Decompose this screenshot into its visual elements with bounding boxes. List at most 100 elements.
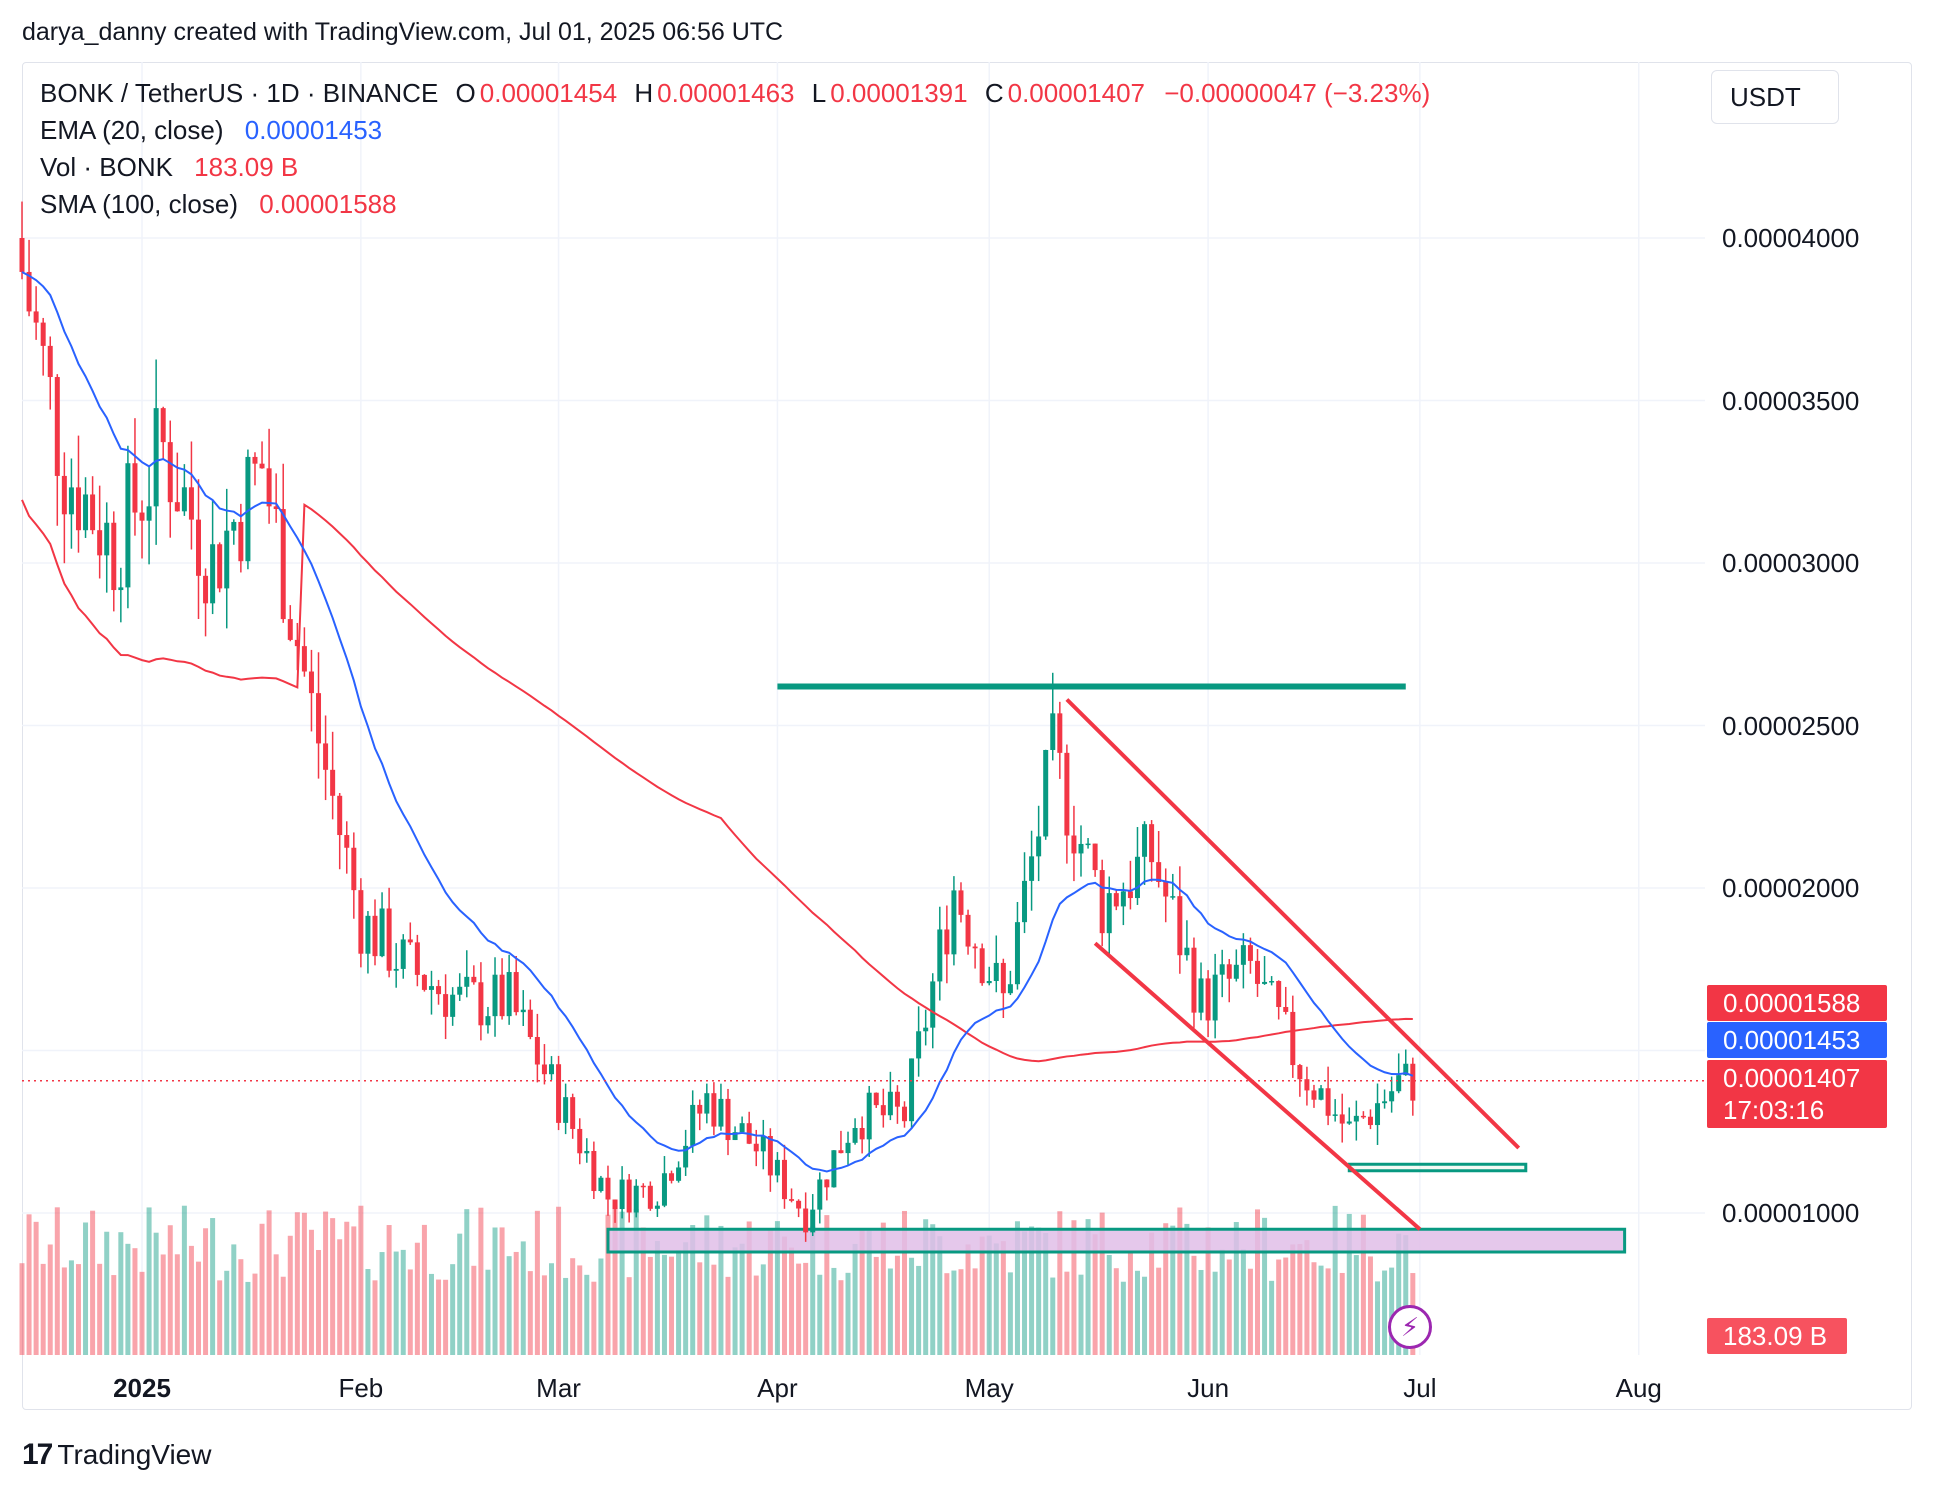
candle-body — [358, 890, 364, 954]
lightning-icon[interactable]: ⚡ — [1388, 1305, 1432, 1349]
volume-bar — [1163, 1223, 1169, 1355]
volume-bar — [937, 1236, 943, 1355]
volume-bar — [330, 1218, 336, 1355]
candle-body — [428, 986, 434, 990]
volume-bar — [1071, 1220, 1077, 1355]
volume-bar — [1099, 1212, 1105, 1355]
candle-body — [1403, 1063, 1409, 1076]
x-tick-label: May — [964, 1373, 1014, 1403]
volume-bar — [958, 1269, 964, 1355]
candle-body — [626, 1179, 632, 1213]
volume-bar — [393, 1251, 399, 1355]
volume-bar — [1297, 1244, 1303, 1355]
candle-body — [231, 521, 237, 531]
volume-bar — [485, 1269, 491, 1355]
candle-body — [923, 1027, 929, 1032]
chart-grid — [22, 62, 1705, 1355]
candle-body — [280, 509, 286, 620]
volume-bar — [563, 1277, 569, 1355]
candle-body — [894, 1091, 900, 1107]
volume-bar — [1375, 1281, 1381, 1355]
candle-body — [1022, 880, 1028, 923]
candle-body — [676, 1167, 682, 1181]
volume-bar — [796, 1263, 802, 1355]
candle-body — [104, 522, 110, 556]
candle-body — [796, 1200, 802, 1209]
last-price-tag: 0.00001407 17:03:16 — [1707, 1060, 1887, 1128]
volume-bar — [294, 1212, 300, 1355]
volume-bar — [527, 1271, 533, 1355]
candle-body — [436, 986, 442, 995]
volume-bar — [1389, 1267, 1395, 1355]
volume-bar — [845, 1272, 851, 1355]
candle-body — [1014, 922, 1020, 985]
candle-body — [407, 939, 413, 943]
candle-body — [810, 1209, 816, 1233]
candle-body — [690, 1104, 696, 1146]
candle-body — [1170, 896, 1176, 898]
x-tick-label: Jul — [1403, 1373, 1437, 1403]
currency-button[interactable]: USDT — [1711, 70, 1839, 124]
volume-bar — [167, 1225, 173, 1355]
candle-body — [1247, 945, 1253, 961]
candle-body — [859, 1127, 865, 1140]
candle-body — [259, 463, 265, 469]
volume-bar — [916, 1265, 922, 1355]
volume-bar — [541, 1275, 547, 1355]
candle-body — [598, 1177, 604, 1192]
volume-bar — [944, 1273, 950, 1355]
volume-bar — [323, 1211, 329, 1355]
legend-o-value: 0.00001454 — [479, 78, 618, 108]
candle-body — [287, 619, 293, 640]
volume-bar — [153, 1232, 159, 1355]
volume-bar — [287, 1235, 293, 1355]
candle-body — [1375, 1103, 1381, 1126]
candle-body — [1099, 870, 1105, 934]
candle-body — [1142, 824, 1148, 857]
volume-bar — [767, 1228, 773, 1355]
candle-body — [605, 1177, 611, 1200]
tradingview-brand[interactable]: 17 TradingView — [22, 1438, 211, 1472]
candle-body — [1226, 964, 1232, 979]
candle-body — [83, 494, 89, 531]
candle-body — [549, 1064, 554, 1075]
candle-body — [563, 1097, 569, 1123]
candle-body — [1071, 835, 1077, 854]
candle-body — [944, 929, 950, 955]
candle-body — [1283, 1007, 1289, 1012]
candle-body — [986, 980, 992, 984]
volume-bar — [605, 1214, 611, 1355]
candle-body — [1163, 881, 1169, 897]
candle-body — [75, 487, 81, 531]
volume-bar — [824, 1215, 830, 1355]
volume-bar — [1226, 1259, 1232, 1355]
brand-name: TradingView — [57, 1439, 212, 1470]
legend-ema-label: EMA (20, close) — [40, 115, 224, 145]
volume-bar — [386, 1225, 392, 1355]
x-tick-label: 2025 — [113, 1373, 171, 1403]
volume-bar — [316, 1249, 322, 1355]
candle-body — [90, 494, 96, 531]
volume-bar — [951, 1270, 957, 1355]
candle-body — [153, 408, 159, 507]
candle-body — [337, 795, 343, 836]
candle-body — [54, 377, 60, 476]
candle-body — [732, 1132, 738, 1141]
volume-bar — [1134, 1270, 1140, 1355]
candle-body — [541, 1064, 547, 1075]
sma-line — [21, 499, 1413, 1063]
volume-bar — [1382, 1270, 1388, 1355]
legend-vol-label: Vol · BONK — [40, 152, 173, 182]
candle-body — [181, 487, 187, 512]
candle-body — [344, 835, 350, 848]
volume-bar — [1085, 1219, 1091, 1355]
candle-body — [753, 1143, 759, 1152]
volume-bar — [697, 1262, 703, 1355]
candle-body — [803, 1208, 809, 1233]
candle-body — [61, 475, 67, 515]
volume-bar — [1184, 1223, 1190, 1355]
legend-h-value: 0.00001463 — [657, 78, 795, 108]
volume-bar — [930, 1224, 936, 1355]
volume-bar — [1276, 1259, 1282, 1355]
